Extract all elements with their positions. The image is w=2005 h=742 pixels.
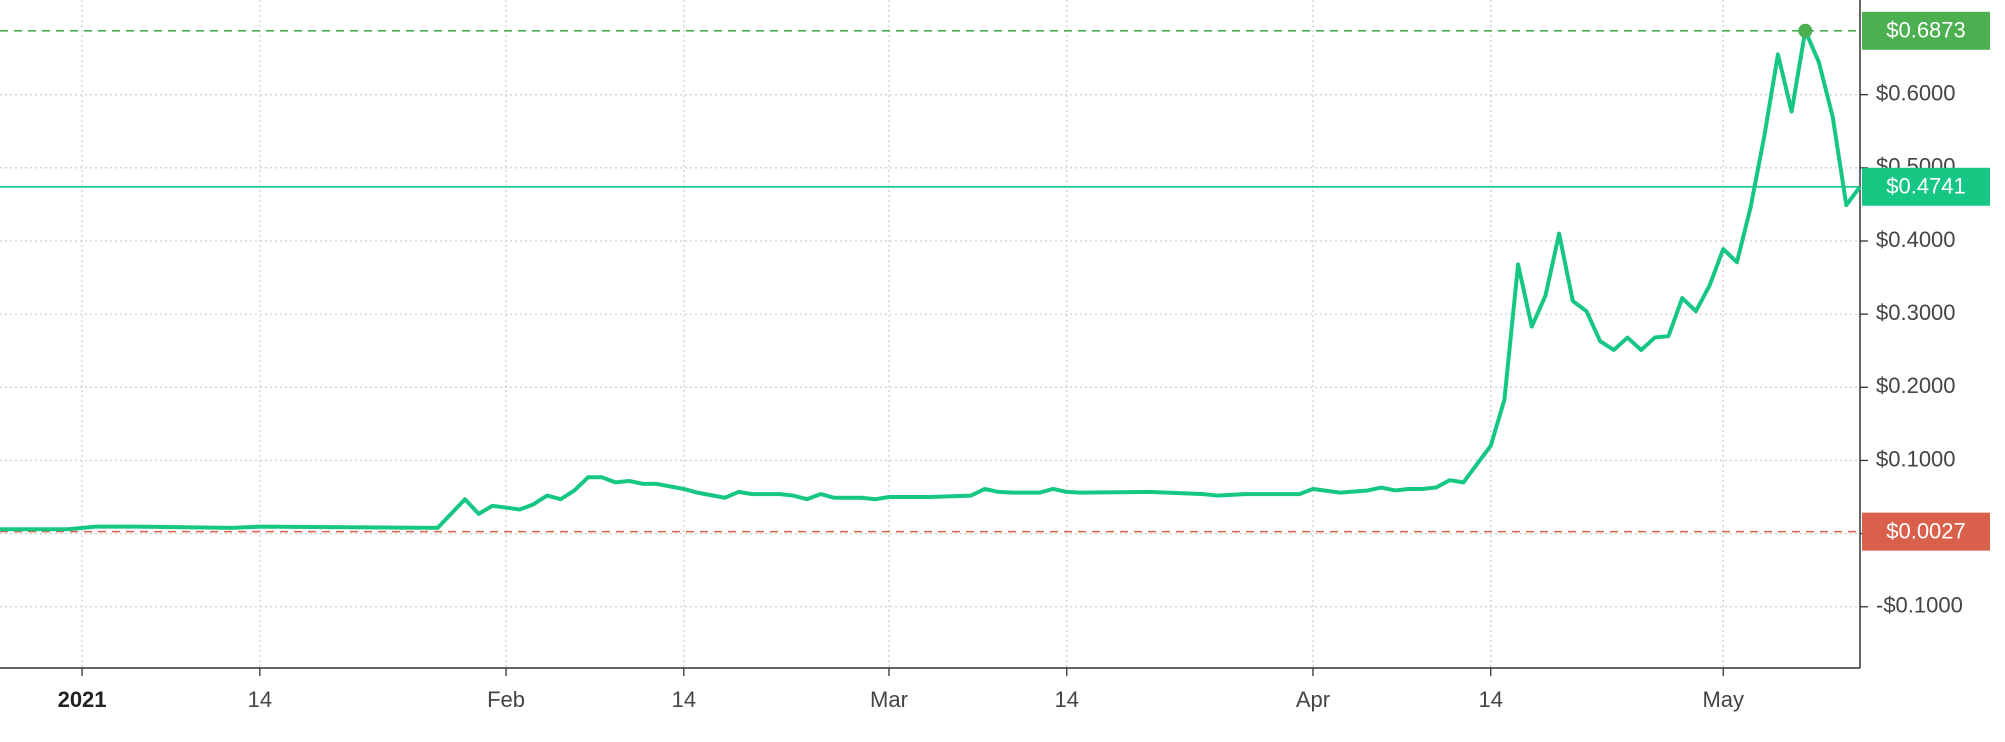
x-tick-label: 14 — [248, 687, 272, 712]
y-tick-label: $0.4000 — [1876, 227, 1956, 252]
y-tick-label: $0.1000 — [1876, 446, 1956, 471]
price-line-series — [0, 28, 1862, 532]
x-tick-label: 14 — [672, 687, 696, 712]
price-label: $0.6873 — [1886, 18, 1966, 43]
y-tick-label: $0.2000 — [1876, 373, 1956, 398]
price-label-box — [1862, 11, 1990, 50]
x-tick-label: 2021 — [58, 687, 107, 712]
x-tick-label: 14 — [1478, 687, 1502, 712]
y-tick-label: -$0.1000 — [1876, 593, 1963, 618]
price-label: $0.0027 — [1886, 518, 1966, 543]
x-tick-label: May — [1702, 687, 1744, 712]
y-tick-label: $0.6000 — [1876, 80, 1956, 105]
price-label-box — [1862, 167, 1990, 206]
x-tick-label: Feb — [487, 687, 525, 712]
x-tick-label: Apr — [1296, 687, 1330, 712]
max-point — [1798, 23, 1813, 38]
price-label: $0.4741 — [1886, 174, 1966, 199]
price-label-box — [1862, 512, 1990, 551]
x-tick-label: 14 — [1055, 687, 1079, 712]
y-tick-label: $0.3000 — [1876, 300, 1956, 325]
x-tick-label: Mar — [870, 687, 908, 712]
